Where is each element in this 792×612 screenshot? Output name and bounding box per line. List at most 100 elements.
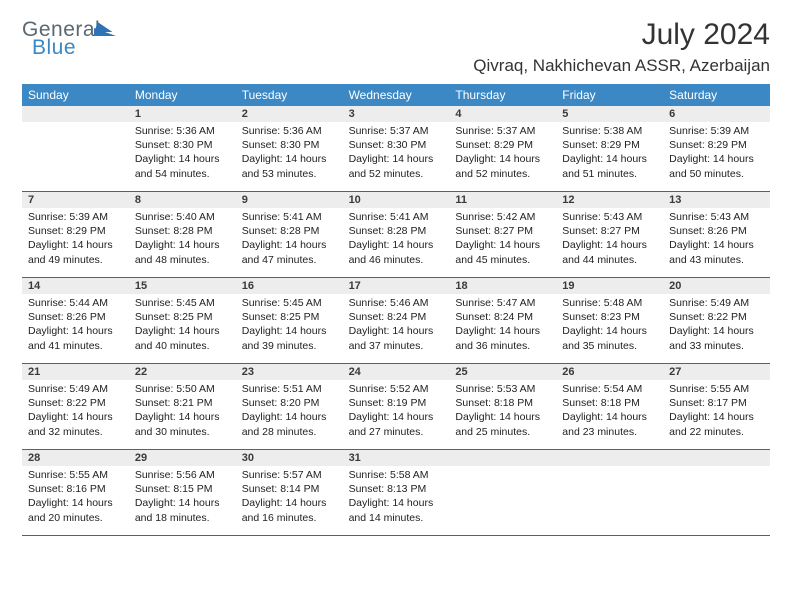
day-details: Sunrise: 5:46 AMSunset: 8:24 PMDaylight:… xyxy=(343,294,450,357)
logo-text-blue: Blue xyxy=(32,36,76,60)
day-number: 18 xyxy=(449,278,556,294)
day-number: 19 xyxy=(556,278,663,294)
day-number: 10 xyxy=(343,192,450,208)
day-details: Sunrise: 5:52 AMSunset: 8:19 PMDaylight:… xyxy=(343,380,450,443)
calendar-cell: 2Sunrise: 5:36 AMSunset: 8:30 PMDaylight… xyxy=(236,106,343,192)
calendar-cell-empty xyxy=(663,450,770,536)
day-number: 16 xyxy=(236,278,343,294)
day-number: 2 xyxy=(236,106,343,122)
calendar-cell: 30Sunrise: 5:57 AMSunset: 8:14 PMDayligh… xyxy=(236,450,343,536)
day-details: Sunrise: 5:56 AMSunset: 8:15 PMDaylight:… xyxy=(129,466,236,529)
calendar-cell-empty xyxy=(449,450,556,536)
calendar-body: 1Sunrise: 5:36 AMSunset: 8:30 PMDaylight… xyxy=(22,106,770,536)
day-details: Sunrise: 5:45 AMSunset: 8:25 PMDaylight:… xyxy=(236,294,343,357)
calendar-cell: 7Sunrise: 5:39 AMSunset: 8:29 PMDaylight… xyxy=(22,192,129,278)
day-details: Sunrise: 5:55 AMSunset: 8:17 PMDaylight:… xyxy=(663,380,770,443)
day-number: 25 xyxy=(449,364,556,380)
calendar-cell: 20Sunrise: 5:49 AMSunset: 8:22 PMDayligh… xyxy=(663,278,770,364)
day-details: Sunrise: 5:50 AMSunset: 8:21 PMDaylight:… xyxy=(129,380,236,443)
day-details: Sunrise: 5:36 AMSunset: 8:30 PMDaylight:… xyxy=(236,122,343,185)
weekday-header: Sunday xyxy=(22,84,129,106)
weekday-header: Saturday xyxy=(663,84,770,106)
calendar-cell: 1Sunrise: 5:36 AMSunset: 8:30 PMDaylight… xyxy=(129,106,236,192)
day-number: 30 xyxy=(236,450,343,466)
calendar-cell: 27Sunrise: 5:55 AMSunset: 8:17 PMDayligh… xyxy=(663,364,770,450)
day-details: Sunrise: 5:37 AMSunset: 8:29 PMDaylight:… xyxy=(449,122,556,185)
day-details: Sunrise: 5:36 AMSunset: 8:30 PMDaylight:… xyxy=(129,122,236,185)
weekday-header: Friday xyxy=(556,84,663,106)
weekday-header: Monday xyxy=(129,84,236,106)
day-number: 12 xyxy=(556,192,663,208)
calendar-cell: 11Sunrise: 5:42 AMSunset: 8:27 PMDayligh… xyxy=(449,192,556,278)
day-details: Sunrise: 5:48 AMSunset: 8:23 PMDaylight:… xyxy=(556,294,663,357)
day-details: Sunrise: 5:41 AMSunset: 8:28 PMDaylight:… xyxy=(236,208,343,271)
day-details: Sunrise: 5:47 AMSunset: 8:24 PMDaylight:… xyxy=(449,294,556,357)
calendar-cell: 13Sunrise: 5:43 AMSunset: 8:26 PMDayligh… xyxy=(663,192,770,278)
day-number: 26 xyxy=(556,364,663,380)
calendar-cell: 12Sunrise: 5:43 AMSunset: 8:27 PMDayligh… xyxy=(556,192,663,278)
day-number: 11 xyxy=(449,192,556,208)
calendar-cell: 15Sunrise: 5:45 AMSunset: 8:25 PMDayligh… xyxy=(129,278,236,364)
calendar-cell: 31Sunrise: 5:58 AMSunset: 8:13 PMDayligh… xyxy=(343,450,450,536)
weekday-header: Tuesday xyxy=(236,84,343,106)
title-block: July 2024 Qivraq, Nakhichevan ASSR, Azer… xyxy=(473,18,770,76)
day-number: 29 xyxy=(129,450,236,466)
day-number: 1 xyxy=(129,106,236,122)
calendar-cell: 22Sunrise: 5:50 AMSunset: 8:21 PMDayligh… xyxy=(129,364,236,450)
calendar: SundayMondayTuesdayWednesdayThursdayFrid… xyxy=(22,84,770,536)
calendar-cell: 14Sunrise: 5:44 AMSunset: 8:26 PMDayligh… xyxy=(22,278,129,364)
day-number: 28 xyxy=(22,450,129,466)
day-details: Sunrise: 5:57 AMSunset: 8:14 PMDaylight:… xyxy=(236,466,343,529)
day-number: 20 xyxy=(663,278,770,294)
day-details: Sunrise: 5:51 AMSunset: 8:20 PMDaylight:… xyxy=(236,380,343,443)
day-number: 24 xyxy=(343,364,450,380)
day-details: Sunrise: 5:43 AMSunset: 8:26 PMDaylight:… xyxy=(663,208,770,271)
calendar-cell: 26Sunrise: 5:54 AMSunset: 8:18 PMDayligh… xyxy=(556,364,663,450)
day-number: 3 xyxy=(343,106,450,122)
calendar-cell: 23Sunrise: 5:51 AMSunset: 8:20 PMDayligh… xyxy=(236,364,343,450)
calendar-cell: 3Sunrise: 5:37 AMSunset: 8:30 PMDaylight… xyxy=(343,106,450,192)
day-number: 27 xyxy=(663,364,770,380)
day-number: 13 xyxy=(663,192,770,208)
day-number: 4 xyxy=(449,106,556,122)
day-details: Sunrise: 5:38 AMSunset: 8:29 PMDaylight:… xyxy=(556,122,663,185)
calendar-cell-empty xyxy=(556,450,663,536)
day-details: Sunrise: 5:55 AMSunset: 8:16 PMDaylight:… xyxy=(22,466,129,529)
calendar-cell: 29Sunrise: 5:56 AMSunset: 8:15 PMDayligh… xyxy=(129,450,236,536)
header: General Blue July 2024 Qivraq, Nakhichev… xyxy=(22,18,770,76)
month-title: July 2024 xyxy=(473,18,770,52)
calendar-cell: 19Sunrise: 5:48 AMSunset: 8:23 PMDayligh… xyxy=(556,278,663,364)
day-details: Sunrise: 5:44 AMSunset: 8:26 PMDaylight:… xyxy=(22,294,129,357)
day-details: Sunrise: 5:40 AMSunset: 8:28 PMDaylight:… xyxy=(129,208,236,271)
calendar-cell: 9Sunrise: 5:41 AMSunset: 8:28 PMDaylight… xyxy=(236,192,343,278)
day-number: 22 xyxy=(129,364,236,380)
day-number: 8 xyxy=(129,192,236,208)
day-number: 7 xyxy=(22,192,129,208)
day-number: 31 xyxy=(343,450,450,466)
location: Qivraq, Nakhichevan ASSR, Azerbaijan xyxy=(473,56,770,76)
day-details: Sunrise: 5:49 AMSunset: 8:22 PMDaylight:… xyxy=(663,294,770,357)
day-details: Sunrise: 5:37 AMSunset: 8:30 PMDaylight:… xyxy=(343,122,450,185)
logo: General Blue xyxy=(22,18,100,42)
calendar-cell: 21Sunrise: 5:49 AMSunset: 8:22 PMDayligh… xyxy=(22,364,129,450)
day-details: Sunrise: 5:43 AMSunset: 8:27 PMDaylight:… xyxy=(556,208,663,271)
day-number: 23 xyxy=(236,364,343,380)
calendar-cell-empty xyxy=(22,106,129,192)
day-details: Sunrise: 5:45 AMSunset: 8:25 PMDaylight:… xyxy=(129,294,236,357)
day-details: Sunrise: 5:42 AMSunset: 8:27 PMDaylight:… xyxy=(449,208,556,271)
day-number: 6 xyxy=(663,106,770,122)
day-details: Sunrise: 5:41 AMSunset: 8:28 PMDaylight:… xyxy=(343,208,450,271)
weekday-header: Thursday xyxy=(449,84,556,106)
calendar-cell: 10Sunrise: 5:41 AMSunset: 8:28 PMDayligh… xyxy=(343,192,450,278)
day-number: 5 xyxy=(556,106,663,122)
day-details: Sunrise: 5:39 AMSunset: 8:29 PMDaylight:… xyxy=(22,208,129,271)
calendar-cell: 25Sunrise: 5:53 AMSunset: 8:18 PMDayligh… xyxy=(449,364,556,450)
day-number: 9 xyxy=(236,192,343,208)
day-number: 21 xyxy=(22,364,129,380)
calendar-header-row: SundayMondayTuesdayWednesdayThursdayFrid… xyxy=(22,84,770,106)
day-details: Sunrise: 5:53 AMSunset: 8:18 PMDaylight:… xyxy=(449,380,556,443)
calendar-cell: 5Sunrise: 5:38 AMSunset: 8:29 PMDaylight… xyxy=(556,106,663,192)
calendar-cell: 18Sunrise: 5:47 AMSunset: 8:24 PMDayligh… xyxy=(449,278,556,364)
day-details: Sunrise: 5:58 AMSunset: 8:13 PMDaylight:… xyxy=(343,466,450,529)
calendar-cell: 6Sunrise: 5:39 AMSunset: 8:29 PMDaylight… xyxy=(663,106,770,192)
